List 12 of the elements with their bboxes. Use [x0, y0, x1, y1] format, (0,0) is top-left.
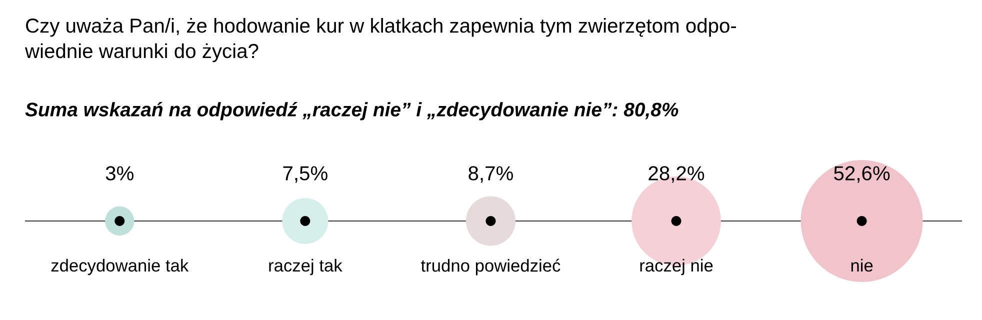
data-label: 8,7%: [468, 166, 513, 183]
category-label: trudno powiedzieć: [421, 258, 560, 276]
text: Suma wskazań na odpowiedź „raczej nie” i „zdecydowanie nie”: 80,8%: [25, 102, 678, 120]
data-label: 3%: [106, 166, 134, 180]
text: Czy uważa Pan/i, że hodowanie kur w klatkach zapewnia tym zwierzętom odpo- wiednie warunki do życia?: [24, 18, 736, 62]
data-label: 7,5%: [283, 166, 328, 183]
data-label: 28,2%: [648, 166, 704, 183]
category-label: raczej tak: [269, 258, 342, 276]
data-label: 52,6%: [834, 166, 890, 183]
category-label: zdecydowanie tak: [51, 258, 189, 276]
category-label: nie: [851, 258, 873, 272]
category-label: raczej nie: [640, 258, 713, 276]
